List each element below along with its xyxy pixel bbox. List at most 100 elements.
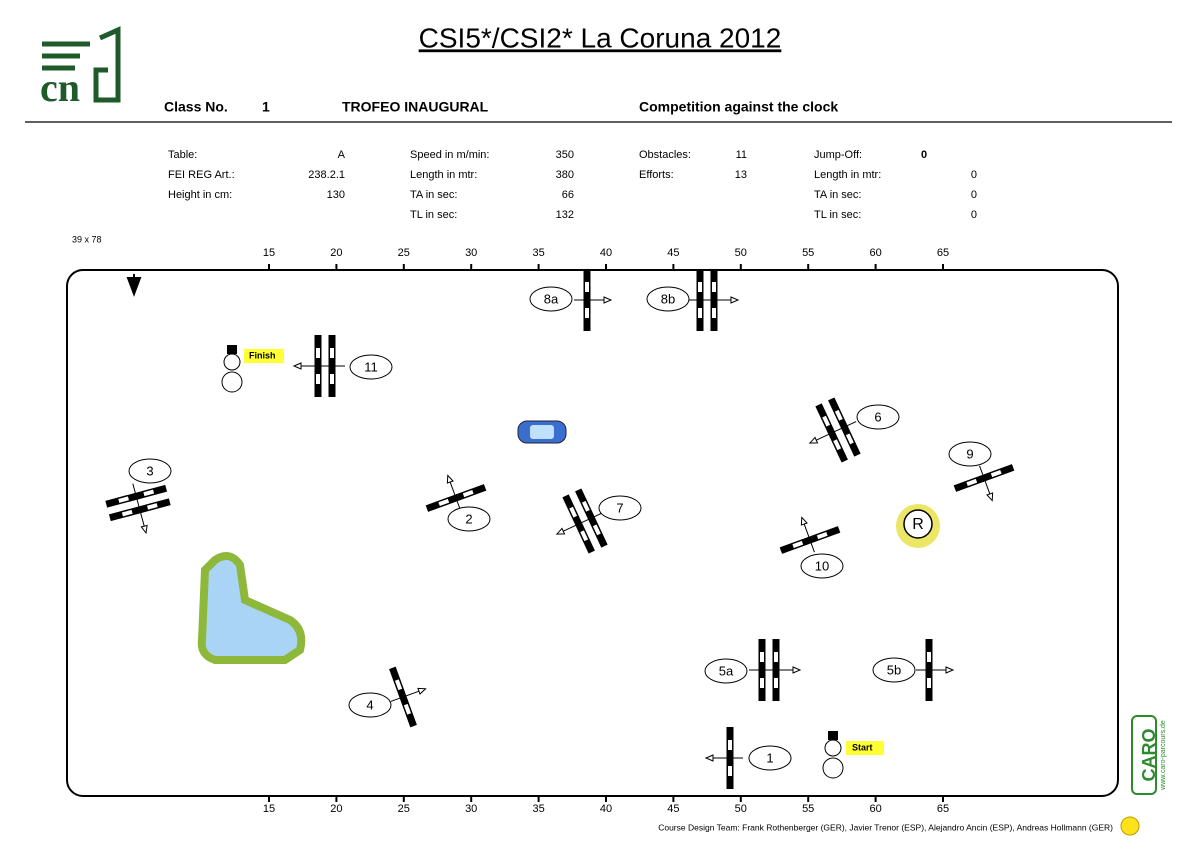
obstacle xyxy=(953,464,1015,502)
info-value: 238.2.1 xyxy=(308,169,345,181)
obstacle-label: 1 xyxy=(766,750,773,765)
start-snowman xyxy=(822,731,844,779)
obstacle xyxy=(749,639,802,701)
obstacle-label: 11 xyxy=(364,359,378,374)
pole-stripe xyxy=(316,374,320,384)
ruler-label-bottom: 15 xyxy=(263,803,275,815)
pole-stripe xyxy=(585,282,589,292)
pole-stripe xyxy=(728,740,732,750)
brand: CARO xyxy=(1139,729,1159,782)
info-label: Jump-Off: xyxy=(814,149,862,161)
obstacle-label-ring xyxy=(447,506,491,532)
direction-line xyxy=(563,512,604,532)
pole-stripe xyxy=(712,282,716,292)
credits: Course Design Team: Frank Rothenberger (… xyxy=(658,822,1113,832)
r-circle xyxy=(903,509,933,539)
obstacle-label: 3 xyxy=(146,463,153,478)
obstacle-label-ring xyxy=(529,286,573,312)
info-label: Speed in m/min: xyxy=(410,149,489,161)
entry-arrow xyxy=(126,274,142,297)
obstacle-label-ring xyxy=(704,658,748,684)
logo: cn xyxy=(40,26,121,110)
finish-snowman xyxy=(221,345,243,393)
ruler-label-bottom: 65 xyxy=(937,803,949,815)
competition: Competition against the clock xyxy=(639,99,838,115)
pole-stripe xyxy=(712,308,716,318)
info-label: TL in sec: xyxy=(410,209,457,221)
pole-stripe xyxy=(585,308,589,318)
obstacle xyxy=(105,483,171,535)
obstacle xyxy=(779,516,841,554)
ruler-label-top: 60 xyxy=(869,247,881,259)
obstacle-label: 5a xyxy=(719,663,734,678)
obstacle-label-ring xyxy=(748,745,792,771)
pole-stripe xyxy=(121,509,133,517)
direction-arrow xyxy=(603,296,613,304)
pole-stripe xyxy=(833,439,842,451)
class-label: Class No. xyxy=(164,99,228,115)
info-value: 132 xyxy=(556,209,574,221)
obstacle-label: 8b xyxy=(661,291,675,306)
ruler-label-bottom: 35 xyxy=(532,803,544,815)
direction-arrow xyxy=(446,474,454,484)
logo-lines xyxy=(42,26,121,103)
pond xyxy=(197,552,306,664)
pole-stripe xyxy=(966,478,978,487)
obstacle-label-ring xyxy=(128,458,172,484)
info-value: 350 xyxy=(556,149,574,161)
obstacle xyxy=(555,488,608,554)
pole-stripe xyxy=(990,469,1002,478)
info-value: 66 xyxy=(562,189,574,201)
obstacle-label: 8a xyxy=(544,291,559,306)
pole-stripe xyxy=(118,496,129,503)
ruler-label-top: 65 xyxy=(937,247,949,259)
info-label: TA in sec: xyxy=(814,189,861,201)
smiley xyxy=(1120,816,1140,836)
obstacle xyxy=(574,269,613,331)
info-value: 380 xyxy=(556,169,574,181)
pole-stripe xyxy=(792,540,804,549)
direction-arrow xyxy=(292,362,302,370)
start-box xyxy=(846,741,884,755)
pole-stripe xyxy=(927,652,931,662)
pole-stripe xyxy=(580,530,589,542)
title: CSI5*/CSI2* La Coruna 2012 xyxy=(419,22,782,53)
direction-arrow xyxy=(792,666,802,674)
ruler-label-top: 30 xyxy=(465,247,477,259)
start-label: Start xyxy=(852,742,873,752)
obstacle-label: 7 xyxy=(616,500,623,515)
obstacle-label-ring xyxy=(948,441,992,467)
info-label: Efforts: xyxy=(639,169,674,181)
obstacle-label-ring xyxy=(856,404,900,430)
pole-stripe xyxy=(462,489,474,498)
obstacle-label: 4 xyxy=(366,697,373,712)
obstacle xyxy=(425,474,487,512)
obstacle xyxy=(916,639,955,701)
finish-box xyxy=(244,349,284,363)
pole-stripe xyxy=(143,489,155,497)
ruler-label-bottom: 50 xyxy=(735,803,747,815)
pole-stripe xyxy=(698,282,702,292)
ruler-label-bottom: 25 xyxy=(398,803,410,815)
obstacle-label-ring xyxy=(872,657,916,683)
class-name: TROFEO INAUGURAL xyxy=(342,99,489,115)
ruler-label-top: 50 xyxy=(735,247,747,259)
pole-stripe xyxy=(592,524,601,536)
pole-stripe xyxy=(698,308,702,318)
pole-stripe xyxy=(403,703,412,715)
obstacle-label-ring xyxy=(348,692,392,718)
pole-stripe xyxy=(816,531,828,540)
pole-stripe xyxy=(330,348,334,358)
info-label: Height in cm: xyxy=(168,189,232,201)
logo-text: cn xyxy=(40,65,80,110)
direction-arrow xyxy=(730,296,740,304)
obstacle xyxy=(292,335,345,397)
info-value: 13 xyxy=(735,169,747,181)
ruler-label-top: 45 xyxy=(667,247,679,259)
brand-box xyxy=(1131,715,1157,795)
info-value: 11 xyxy=(736,149,747,161)
ruler-label-bottom: 40 xyxy=(600,803,612,815)
info-label: Length in mtr: xyxy=(814,169,881,181)
r-label: R xyxy=(912,516,924,533)
direction-arrow xyxy=(800,516,808,526)
